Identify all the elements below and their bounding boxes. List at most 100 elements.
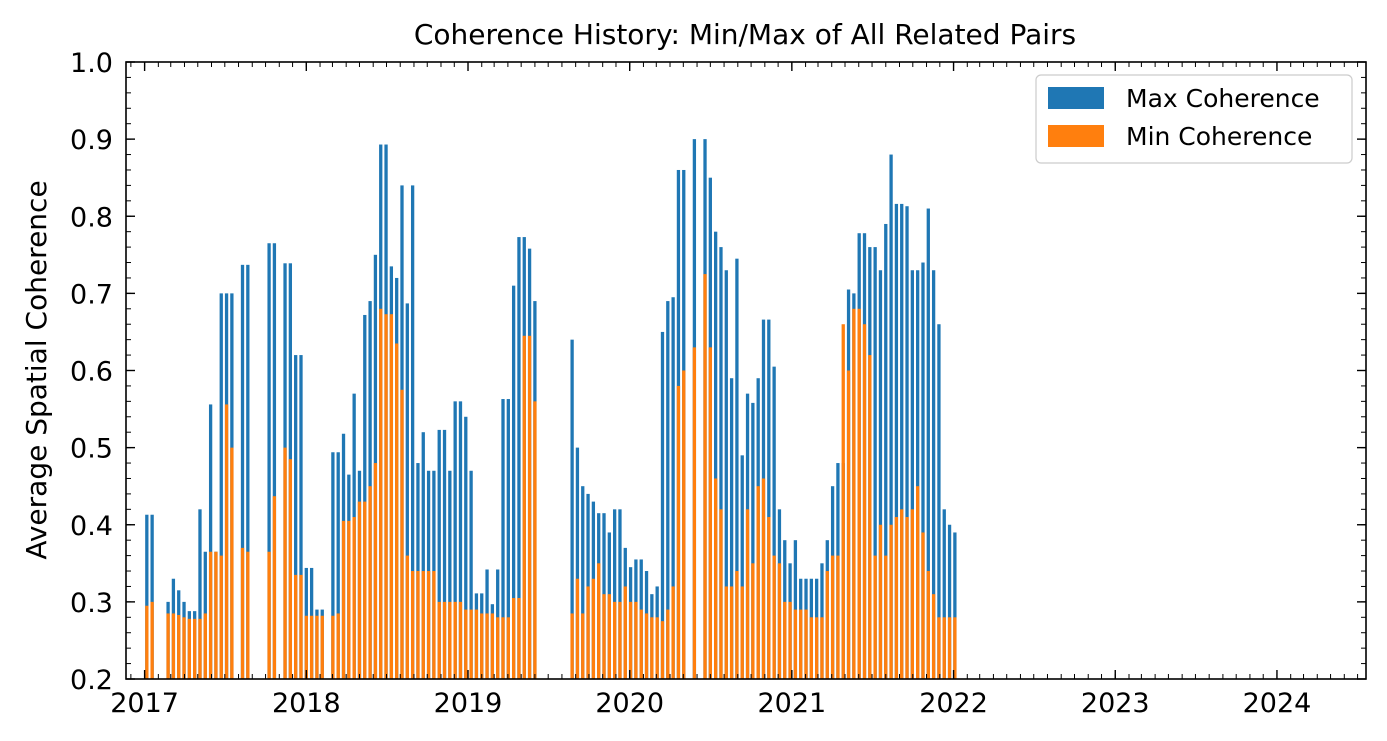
min-bar — [570, 613, 574, 679]
max-bar — [947, 524, 952, 679]
min-bar — [511, 598, 516, 679]
max-bar — [942, 509, 946, 679]
max-bar — [767, 319, 771, 679]
max-bar — [511, 285, 516, 679]
max-bar — [405, 303, 409, 679]
min-bar — [347, 520, 351, 679]
min-bar — [618, 601, 622, 679]
min-bar — [947, 617, 952, 679]
min-bar — [825, 571, 829, 679]
min-bar — [294, 574, 298, 679]
min-bar — [187, 618, 191, 679]
min-bar — [926, 571, 930, 679]
max-bar — [448, 470, 452, 679]
y-axis-label: Average Spatial Coherence — [20, 180, 53, 559]
max-bar — [772, 366, 776, 679]
min-bar — [793, 609, 798, 679]
min-bar — [432, 571, 436, 679]
max-bar — [671, 297, 675, 679]
min-bar — [299, 574, 303, 679]
min-bar — [745, 509, 750, 679]
max-bar — [453, 401, 457, 679]
max-bar — [894, 203, 899, 679]
min-bar — [474, 609, 479, 679]
min-bar — [490, 613, 495, 679]
min-bar — [171, 613, 176, 679]
max-bar — [612, 509, 617, 679]
max-bar — [267, 243, 271, 679]
min-bar — [198, 618, 202, 679]
max-bar — [719, 247, 723, 679]
min-bar — [942, 617, 946, 679]
min-bar — [788, 601, 792, 679]
max-bar — [926, 208, 930, 679]
min-bar — [868, 355, 872, 679]
min-bar — [639, 609, 643, 679]
min-bar — [480, 613, 484, 679]
min-bar — [320, 615, 324, 679]
y-tick-label: 0.4 — [70, 511, 113, 542]
max-bar — [910, 270, 915, 679]
min-bar — [363, 501, 367, 679]
y-tick-label: 1.0 — [70, 48, 113, 79]
min-bar — [671, 586, 675, 679]
max-bar — [729, 378, 734, 679]
min-bar — [612, 601, 617, 679]
min-bar — [894, 517, 899, 679]
axes: 0.2 0.3 0.4 0.5 0.6 0.7 0.8 0.9 1.0 2017 2018 2019 2… — [70, 48, 1367, 719]
max-bar — [219, 293, 223, 679]
min-bar — [145, 605, 149, 679]
max-bar — [294, 355, 298, 679]
min-bar — [453, 601, 457, 679]
min-bar — [591, 578, 596, 679]
y-tick-label: 0.5 — [70, 434, 113, 465]
min-bar — [448, 601, 452, 679]
legend-label: Min Coherence — [1126, 122, 1312, 151]
min-bar — [628, 601, 633, 679]
max-bar — [714, 231, 718, 680]
min-bar — [464, 609, 468, 679]
min-bar — [729, 586, 734, 679]
min-bar — [953, 617, 957, 679]
min-bar — [373, 463, 378, 679]
max-bar — [618, 509, 622, 679]
min-bar — [921, 532, 925, 679]
min-bar — [597, 563, 601, 679]
max-bar — [208, 404, 213, 679]
max-bar — [517, 237, 521, 680]
min-bar — [384, 314, 388, 679]
min-bar — [905, 517, 909, 679]
min-bar — [783, 601, 787, 679]
max-bar — [666, 301, 670, 679]
min-bar — [724, 586, 728, 679]
max-bar — [937, 324, 941, 679]
max-bar — [501, 399, 505, 679]
min-bar — [703, 274, 707, 679]
max-bar — [751, 402, 755, 679]
max-bar — [363, 314, 367, 679]
min-bar — [368, 486, 372, 679]
min-bar — [777, 563, 782, 679]
min-bar — [650, 617, 654, 679]
max-bar — [299, 355, 303, 679]
min-bar — [878, 524, 883, 679]
min-bar — [246, 551, 250, 679]
min-bar — [150, 601, 154, 679]
min-bar — [458, 601, 463, 679]
max-bar — [884, 223, 888, 679]
min-bar — [304, 615, 308, 679]
min-bar — [496, 617, 500, 679]
min-bar — [341, 520, 346, 679]
min-bar — [719, 509, 723, 679]
min-bar — [283, 447, 287, 679]
legend-label: Max Coherence — [1126, 84, 1320, 113]
min-bar — [405, 555, 409, 679]
max-bar — [458, 401, 463, 679]
max-bar — [570, 339, 574, 679]
min-bar — [634, 601, 638, 679]
min-bar — [767, 517, 771, 679]
min-bar — [379, 308, 383, 679]
max-bar — [889, 154, 893, 680]
max-bar — [660, 331, 665, 679]
min-bar — [916, 486, 920, 679]
